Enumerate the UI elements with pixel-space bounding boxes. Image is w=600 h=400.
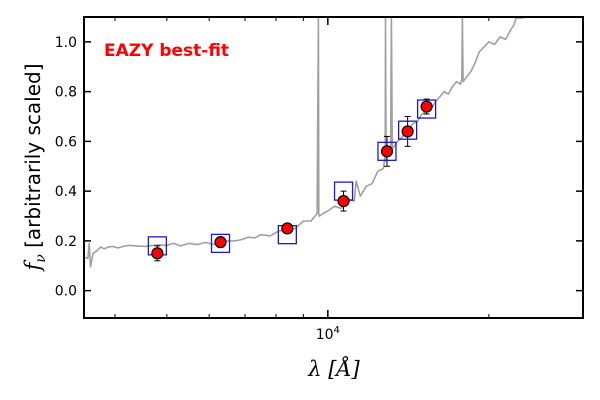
x-tick-label-base: 10 [316, 327, 334, 343]
tick-layer: 0.0 0.2 0.4 0.6 0.8 1.0 104 [55, 17, 583, 343]
x-tick-label: 104 [316, 325, 340, 343]
observed-flux-point [214, 236, 227, 249]
y-axis-title-rest: [arbitrarily scaled] [21, 63, 45, 254]
y-axis-title-subscript: ν [33, 254, 49, 263]
x-axis-title: λ [Å] [307, 356, 360, 381]
x-tick-label-exponent: 4 [334, 325, 340, 336]
y-axis-title-text: fν [arbitrarily scaled] [21, 63, 49, 272]
model-flux-box [416, 99, 437, 119]
observed-flux-point [281, 222, 294, 235]
y-tick-label: 0.0 [55, 284, 77, 300]
y-tick-label: 0.4 [55, 184, 77, 200]
observed-flux-point [337, 194, 350, 208]
observed-flux-point [151, 247, 164, 260]
observed-flux-point [380, 145, 394, 158]
observed-flux-point [420, 100, 433, 113]
model-flux-box [210, 233, 231, 254]
y-axis-title: fν [arbitrarily scaled] [21, 63, 49, 272]
model-flux-box [397, 120, 418, 140]
y-tick-label: 0.6 [55, 134, 77, 150]
observed-photometry-layer [151, 100, 433, 260]
error-bar-layer [154, 98, 430, 262]
y-tick-label: 0.8 [55, 85, 77, 101]
template-spectrum-layer [84, 17, 524, 268]
y-tick-label: 0.2 [55, 234, 77, 250]
plot-frame [83, 16, 584, 319]
template-spectrum-line [84, 17, 524, 268]
x-axis-title-text: λ [Å] [307, 356, 360, 381]
annotation-label: EAZY best-fit [104, 41, 229, 61]
y-tick-label: 1.0 [55, 35, 77, 51]
y-axis-title-symbol: f [21, 260, 45, 273]
model-flux-box [377, 141, 397, 161]
observed-flux-point [401, 125, 414, 138]
